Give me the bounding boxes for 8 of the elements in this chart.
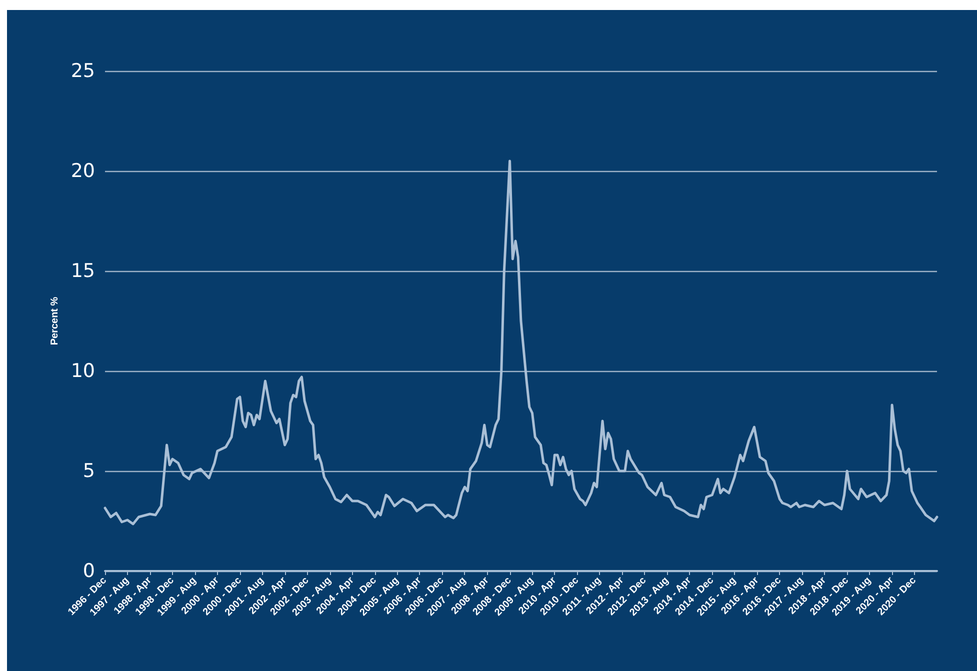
y-tick-label: 15 <box>70 260 95 282</box>
y-tick-label: 5 <box>82 460 95 482</box>
y-tick-label: 0 <box>82 560 95 582</box>
y-tick-label: 10 <box>70 360 95 382</box>
y-tick-label: 20 <box>70 160 95 182</box>
line-series <box>104 160 938 526</box>
y-axis-title: Percent % <box>49 296 60 346</box>
y-tick-label: 25 <box>70 60 95 82</box>
